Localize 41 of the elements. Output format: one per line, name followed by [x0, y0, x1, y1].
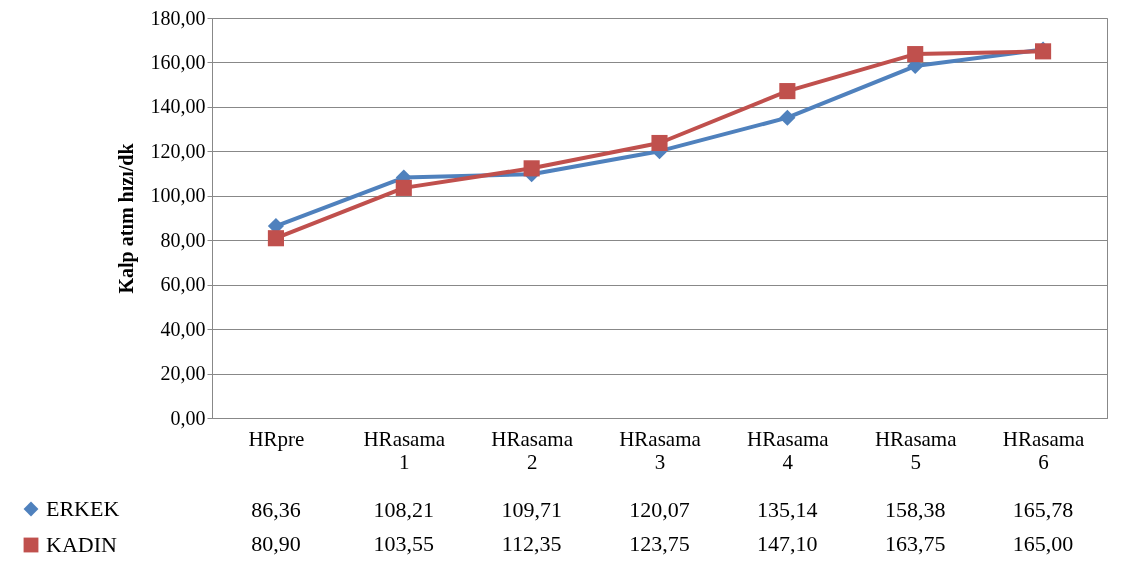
data-label: 165,00: [1012, 531, 1074, 556]
y-tick-label: 160,00: [150, 50, 206, 73]
data-label: 108,21: [373, 497, 435, 522]
x-tick-label: HRasama 3: [619, 426, 702, 474]
data-label: 165,78: [1012, 497, 1074, 522]
y-tick-label: 0,00: [170, 406, 206, 429]
y-tick-label: 120,00: [150, 139, 206, 162]
y-tick-label: 60,00: [160, 273, 206, 296]
legend-label: KADIN: [46, 532, 117, 557]
x-tick-label: HRasama 6: [1002, 426, 1086, 474]
point: [267, 230, 284, 247]
y-tick-label: 140,00: [150, 95, 206, 118]
data-label: 135,14: [757, 497, 818, 522]
y-tick-label: 20,00: [160, 362, 206, 385]
point: [907, 46, 924, 63]
data-label: 103,55: [373, 531, 435, 556]
y-tick-label: 80,00: [160, 228, 206, 251]
y-axis-title: Kalp atım hızı/dk: [114, 142, 138, 294]
point: [779, 109, 796, 126]
data-label: 86,36: [251, 497, 301, 522]
x-tick-label: HRpre: [248, 426, 305, 451]
y-tick-label: 100,00: [150, 184, 206, 207]
data-label: 109,71: [501, 497, 562, 522]
data-label: 120,07: [629, 497, 690, 522]
point: [651, 134, 668, 152]
legend-label: ERKEK: [46, 496, 120, 521]
x-tick-label: HRasama 1: [363, 426, 446, 474]
data-label: 112,35: [501, 531, 562, 556]
data-label: 158,38: [884, 497, 946, 522]
data-label: 123,75: [629, 531, 690, 556]
point: [523, 160, 540, 177]
data-label: 147,10: [757, 531, 818, 556]
data-label: 80,90: [251, 531, 301, 556]
point: [779, 83, 796, 100]
y-tick-label: 40,00: [160, 317, 206, 340]
point: [395, 179, 412, 196]
data-label: 163,75: [884, 531, 946, 556]
x-tick-label: HRasama 5: [874, 426, 958, 474]
y-tick-label: 180,00: [150, 6, 206, 29]
x-tick-label: HRasama 2: [491, 426, 574, 474]
x-tick-label: HRasama 4: [747, 426, 830, 474]
